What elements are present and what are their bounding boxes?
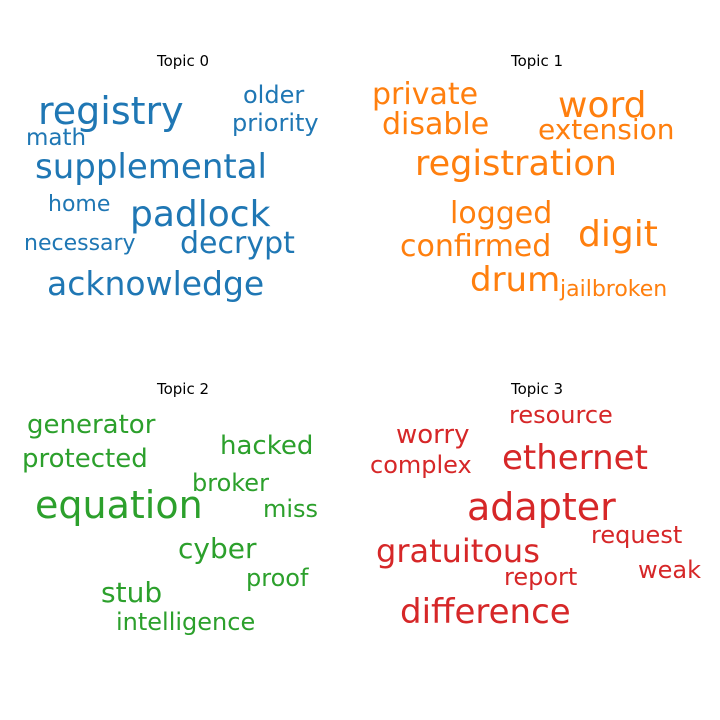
- topic-2-word-stub: stub: [101, 576, 162, 609]
- topic-3-word-resource: resource: [509, 401, 613, 429]
- topic-3-title: Topic 3: [510, 380, 563, 398]
- topic-0-word-priority: priority: [232, 109, 319, 137]
- topic-3-word-difference: difference: [400, 592, 571, 632]
- topic-2-word-broker: broker: [192, 469, 269, 497]
- topic-3-word-report: report: [504, 563, 577, 591]
- topic-1-word-digit: digit: [578, 214, 658, 255]
- topic-0-word-necessary: necessary: [24, 231, 136, 256]
- topic-2-word-hacked: hacked: [220, 431, 313, 461]
- topic-3-word-weak: weak: [638, 556, 701, 584]
- topic-0-word-older: older: [243, 81, 304, 109]
- topic-3-word-request: request: [591, 521, 682, 549]
- topic-0-word-registry: registry: [38, 89, 184, 133]
- topic-2-word-generator: generator: [27, 410, 156, 440]
- topic-1-word-registration: registration: [415, 144, 617, 184]
- topic-1-word-logged: logged: [450, 196, 552, 231]
- topic-2-word-miss: miss: [263, 495, 318, 523]
- topic-0-title: Topic 0: [156, 52, 209, 70]
- topic-1-word-drum: drum: [470, 260, 560, 300]
- topic-0-panel: Topic 0 registry padlock supplemental ackno…: [24, 52, 319, 303]
- topic-3-panel: Topic 3 adapter ethernet difference gratuit…: [370, 380, 701, 632]
- topic-1-word-disable: disable: [382, 107, 489, 142]
- topic-0-word-supplemental: supplemental: [35, 147, 267, 187]
- topic-2-word-cyber: cyber: [178, 532, 257, 565]
- topic-2-word-equation: equation: [35, 483, 203, 527]
- topic-1-panel: Topic 1 registration word digit drum private…: [372, 52, 675, 302]
- topic-0-word-decrypt: decrypt: [180, 226, 295, 261]
- topic-1-word-word: word: [558, 85, 647, 126]
- topic-3-word-gratuitous: gratuitous: [376, 532, 540, 570]
- topic-1-word-confirmed: confirmed: [400, 229, 551, 264]
- topic-1-word-extension: extension: [538, 113, 675, 146]
- topic-1-word-private: private: [372, 77, 478, 112]
- topic-0-word-padlock: padlock: [130, 194, 271, 235]
- topic-1-word-jailbroken: jailbroken: [559, 277, 667, 302]
- topic-0-word-acknowledge: acknowledge: [47, 264, 264, 303]
- topic-0-word-home: home: [48, 192, 110, 217]
- topic-2-word-proof: proof: [246, 564, 309, 592]
- topic-2-word-intelligence: intelligence: [116, 608, 255, 636]
- topic-0-word-math: math: [26, 125, 86, 151]
- topic-3-word-ethernet: ethernet: [502, 438, 648, 478]
- topic-2-title: Topic 2: [156, 380, 209, 398]
- topic-3-word-worry: worry: [396, 420, 469, 450]
- topic-2-word-protected: protected: [22, 444, 148, 474]
- topic-2-panel: Topic 2 equation generator protected hacked…: [22, 380, 318, 636]
- topic-1-title: Topic 1: [510, 52, 563, 70]
- topic-3-word-complex: complex: [370, 451, 472, 479]
- topic-3-word-adapter: adapter: [467, 485, 616, 529]
